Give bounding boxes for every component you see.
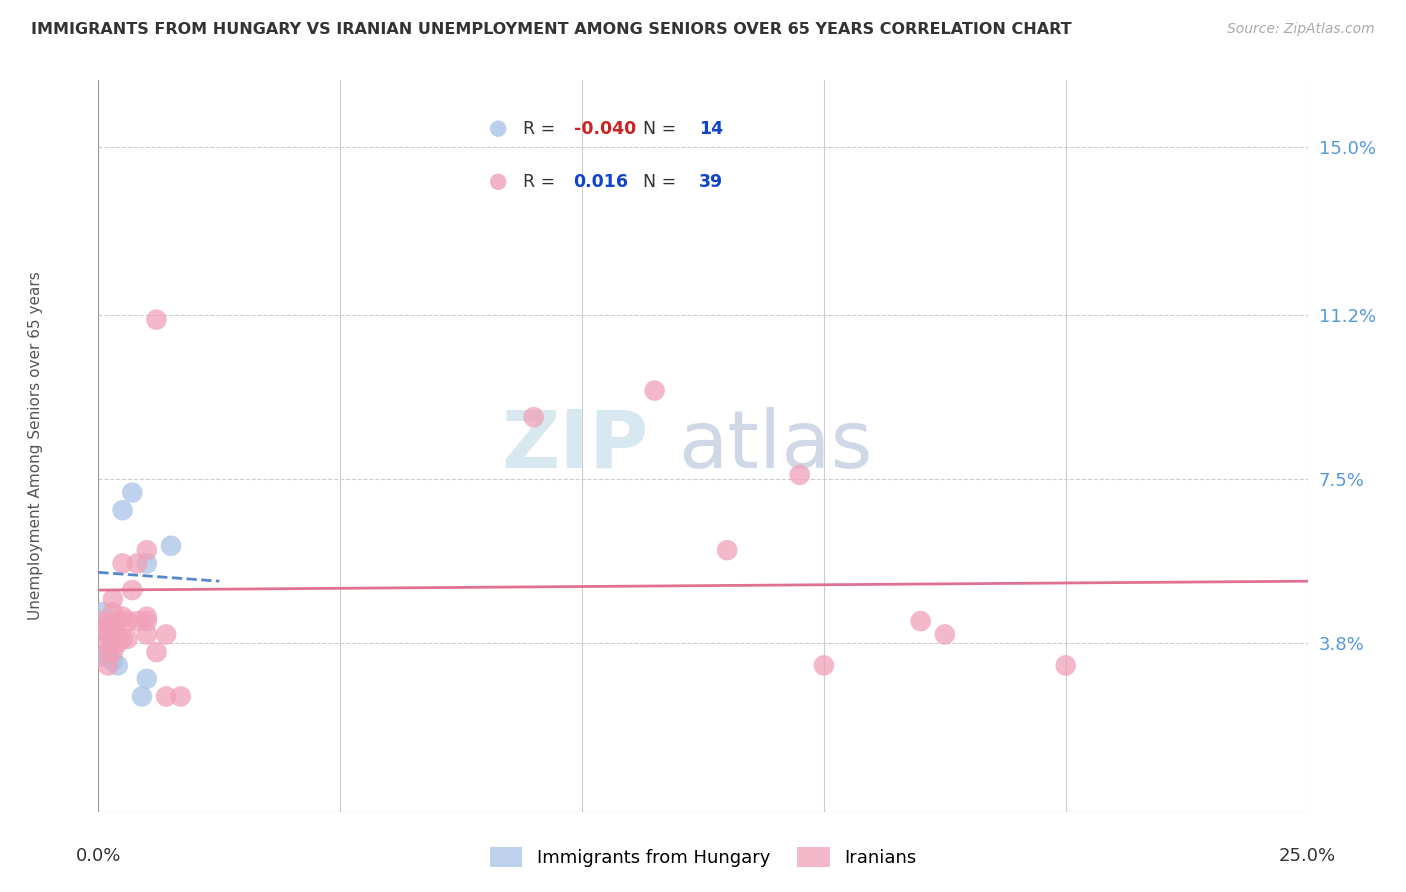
Point bbox=[813, 658, 835, 673]
Point bbox=[97, 618, 120, 632]
Point bbox=[127, 557, 149, 571]
Point bbox=[135, 627, 157, 641]
Point bbox=[97, 627, 120, 641]
Point bbox=[91, 614, 114, 628]
Point bbox=[644, 384, 666, 398]
Point bbox=[155, 627, 177, 641]
Point bbox=[117, 614, 139, 628]
Point bbox=[135, 672, 157, 686]
Point bbox=[97, 645, 120, 659]
Point bbox=[107, 658, 129, 673]
Point bbox=[523, 410, 546, 425]
Text: IMMIGRANTS FROM HUNGARY VS IRANIAN UNEMPLOYMENT AMONG SENIORS OVER 65 YEARS CORR: IMMIGRANTS FROM HUNGARY VS IRANIAN UNEMP… bbox=[31, 22, 1071, 37]
Point bbox=[97, 645, 120, 659]
Text: Source: ZipAtlas.com: Source: ZipAtlas.com bbox=[1227, 22, 1375, 37]
Point bbox=[121, 485, 143, 500]
Point bbox=[111, 609, 134, 624]
Point bbox=[145, 645, 167, 659]
Point bbox=[107, 636, 129, 650]
Text: atlas: atlas bbox=[678, 407, 873, 485]
Point bbox=[117, 632, 139, 646]
Point bbox=[121, 583, 143, 598]
Point bbox=[107, 614, 129, 628]
Point bbox=[101, 654, 124, 668]
Point bbox=[135, 557, 157, 571]
Point bbox=[111, 557, 134, 571]
Point bbox=[169, 690, 191, 704]
Point bbox=[127, 614, 149, 628]
Point bbox=[101, 627, 124, 641]
Point bbox=[107, 632, 129, 646]
Point bbox=[145, 312, 167, 326]
Point bbox=[91, 649, 114, 664]
Text: ZIP: ZIP bbox=[502, 407, 648, 485]
Point bbox=[160, 539, 183, 553]
Point bbox=[135, 609, 157, 624]
Point bbox=[101, 645, 124, 659]
Point bbox=[97, 627, 120, 641]
Point bbox=[934, 627, 956, 641]
Point bbox=[716, 543, 738, 558]
Point bbox=[135, 543, 157, 558]
Point bbox=[1054, 658, 1077, 673]
Point bbox=[789, 467, 811, 482]
Point bbox=[910, 614, 932, 628]
Text: 0.0%: 0.0% bbox=[76, 847, 121, 865]
Point bbox=[101, 605, 124, 619]
Point bbox=[101, 591, 124, 606]
Point bbox=[91, 623, 114, 637]
Legend: Immigrants from Hungary, Iranians: Immigrants from Hungary, Iranians bbox=[482, 839, 924, 874]
Point bbox=[97, 636, 120, 650]
Point bbox=[155, 690, 177, 704]
Point bbox=[91, 605, 114, 619]
Text: 25.0%: 25.0% bbox=[1279, 847, 1336, 865]
Point bbox=[101, 636, 124, 650]
Point bbox=[111, 503, 134, 517]
Point bbox=[97, 618, 120, 632]
Point bbox=[135, 614, 157, 628]
Point bbox=[111, 632, 134, 646]
Point bbox=[97, 658, 120, 673]
Point bbox=[131, 690, 153, 704]
Text: Unemployment Among Seniors over 65 years: Unemployment Among Seniors over 65 years bbox=[28, 272, 42, 620]
